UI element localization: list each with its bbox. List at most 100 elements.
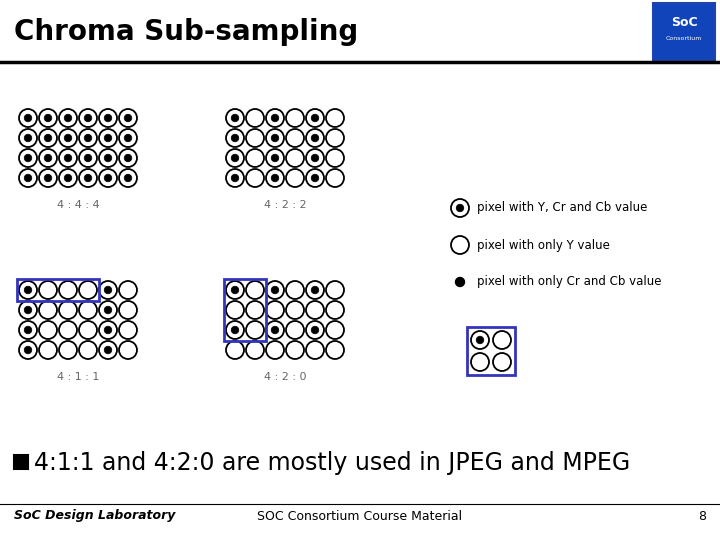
Circle shape xyxy=(246,169,264,187)
Circle shape xyxy=(456,204,464,212)
Circle shape xyxy=(246,149,264,167)
Circle shape xyxy=(39,109,57,127)
Circle shape xyxy=(99,301,117,319)
Circle shape xyxy=(311,134,319,142)
Circle shape xyxy=(79,321,97,339)
Circle shape xyxy=(24,346,32,354)
Circle shape xyxy=(306,341,324,359)
Circle shape xyxy=(226,129,244,147)
Bar xyxy=(17,279,99,301)
Circle shape xyxy=(99,129,117,147)
Circle shape xyxy=(246,341,264,359)
Circle shape xyxy=(231,174,239,182)
Circle shape xyxy=(326,281,344,299)
Circle shape xyxy=(326,109,344,127)
Circle shape xyxy=(125,154,132,162)
Text: pixel with only Cr and Cb value: pixel with only Cr and Cb value xyxy=(477,275,662,288)
Circle shape xyxy=(24,326,32,334)
Circle shape xyxy=(246,129,264,147)
Circle shape xyxy=(39,281,57,299)
Circle shape xyxy=(306,109,324,127)
Circle shape xyxy=(24,134,32,142)
Circle shape xyxy=(104,326,112,334)
Circle shape xyxy=(104,114,112,122)
Bar xyxy=(14,455,28,469)
Circle shape xyxy=(119,301,137,319)
Circle shape xyxy=(226,149,244,167)
Text: SoC Design Laboratory: SoC Design Laboratory xyxy=(14,510,176,523)
Circle shape xyxy=(39,341,57,359)
Circle shape xyxy=(104,174,112,182)
Circle shape xyxy=(311,154,319,162)
Circle shape xyxy=(451,236,469,254)
Circle shape xyxy=(286,169,304,187)
Circle shape xyxy=(59,321,77,339)
Circle shape xyxy=(266,109,284,127)
Circle shape xyxy=(99,321,117,339)
Circle shape xyxy=(226,301,244,319)
Text: 4 : 4 : 4: 4 : 4 : 4 xyxy=(57,200,99,210)
Circle shape xyxy=(306,129,324,147)
Circle shape xyxy=(125,174,132,182)
Circle shape xyxy=(19,301,37,319)
Circle shape xyxy=(286,149,304,167)
Circle shape xyxy=(266,321,284,339)
Circle shape xyxy=(39,129,57,147)
Circle shape xyxy=(39,169,57,187)
Circle shape xyxy=(24,114,32,122)
Circle shape xyxy=(119,149,137,167)
Circle shape xyxy=(266,281,284,299)
Circle shape xyxy=(266,341,284,359)
Circle shape xyxy=(119,321,137,339)
Circle shape xyxy=(471,353,489,371)
Text: SoC: SoC xyxy=(671,16,697,29)
Circle shape xyxy=(24,306,32,314)
Circle shape xyxy=(119,169,137,187)
Circle shape xyxy=(311,326,319,334)
Circle shape xyxy=(226,109,244,127)
Circle shape xyxy=(266,129,284,147)
Circle shape xyxy=(306,149,324,167)
Circle shape xyxy=(24,154,32,162)
Circle shape xyxy=(493,331,511,349)
Circle shape xyxy=(79,149,97,167)
Circle shape xyxy=(19,149,37,167)
Circle shape xyxy=(99,109,117,127)
Circle shape xyxy=(306,169,324,187)
Circle shape xyxy=(456,278,464,287)
Circle shape xyxy=(84,154,91,162)
Circle shape xyxy=(99,169,117,187)
Circle shape xyxy=(231,326,239,334)
Circle shape xyxy=(246,281,264,299)
Circle shape xyxy=(79,169,97,187)
Circle shape xyxy=(19,281,37,299)
Circle shape xyxy=(271,114,279,122)
Circle shape xyxy=(39,321,57,339)
Circle shape xyxy=(119,129,137,147)
Circle shape xyxy=(266,169,284,187)
Bar xyxy=(653,3,715,60)
Circle shape xyxy=(44,134,52,142)
Circle shape xyxy=(226,321,244,339)
Circle shape xyxy=(59,169,77,187)
Circle shape xyxy=(24,174,32,182)
Circle shape xyxy=(246,321,264,339)
Circle shape xyxy=(104,306,112,314)
Circle shape xyxy=(59,341,77,359)
Circle shape xyxy=(306,301,324,319)
Circle shape xyxy=(19,129,37,147)
Circle shape xyxy=(104,346,112,354)
Circle shape xyxy=(59,301,77,319)
Circle shape xyxy=(79,109,97,127)
Bar xyxy=(467,327,515,375)
Circle shape xyxy=(246,301,264,319)
Circle shape xyxy=(79,281,97,299)
Circle shape xyxy=(286,129,304,147)
Circle shape xyxy=(64,154,72,162)
Circle shape xyxy=(326,149,344,167)
Circle shape xyxy=(286,281,304,299)
Text: Chroma Sub-sampling: Chroma Sub-sampling xyxy=(14,18,359,46)
Circle shape xyxy=(84,174,91,182)
Circle shape xyxy=(326,301,344,319)
Text: pixel with only Y value: pixel with only Y value xyxy=(477,239,610,252)
